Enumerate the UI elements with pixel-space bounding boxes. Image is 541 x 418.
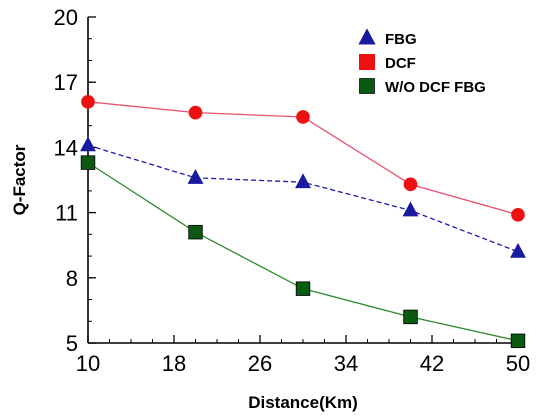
y-tick-label: 11 bbox=[55, 201, 78, 226]
x-tick-label: 42 bbox=[420, 351, 444, 376]
series-0 bbox=[80, 136, 526, 258]
legend-label: FBG bbox=[385, 31, 417, 48]
x-tick-label: 34 bbox=[334, 351, 358, 376]
x-tick-label: 18 bbox=[162, 351, 186, 376]
y-tick-label: 14 bbox=[54, 135, 78, 160]
data-point bbox=[81, 94, 95, 109]
legend-swatch bbox=[359, 54, 375, 70]
data-point bbox=[80, 136, 96, 152]
data-point bbox=[403, 177, 418, 192]
data-point bbox=[510, 242, 526, 258]
legend-label: DCF bbox=[385, 55, 416, 72]
series-layer bbox=[80, 94, 526, 349]
data-point bbox=[511, 207, 525, 222]
legend-item: DCF bbox=[359, 54, 416, 72]
legend-item: FBG bbox=[358, 28, 417, 48]
y-axis-title: Q-Factor bbox=[10, 144, 29, 215]
data-point bbox=[403, 309, 418, 325]
data-point bbox=[295, 173, 311, 189]
series-line bbox=[87, 144, 519, 253]
y-tick-label: 5 bbox=[66, 331, 78, 356]
x-tick-label: 26 bbox=[248, 351, 272, 376]
data-point bbox=[188, 224, 203, 240]
legend-swatch bbox=[358, 28, 376, 45]
data-point bbox=[510, 333, 526, 349]
legend: FBG DCF W/O DCF FBG bbox=[358, 28, 486, 96]
y-tick-label: 20 bbox=[54, 5, 78, 30]
data-point bbox=[296, 110, 310, 124]
y-tick-label: 8 bbox=[66, 266, 78, 291]
legend-label: W/O DCF FBG bbox=[385, 79, 486, 96]
x-tick-label: 10 bbox=[76, 351, 100, 376]
legend-swatch bbox=[359, 78, 375, 94]
x-axis-title: Distance(Km) bbox=[248, 393, 358, 412]
data-point bbox=[188, 105, 203, 120]
series-2 bbox=[80, 155, 526, 349]
y-tick-label: 17 bbox=[54, 70, 78, 95]
data-point bbox=[402, 201, 419, 217]
data-point bbox=[187, 168, 204, 184]
x-tick-label: 50 bbox=[506, 351, 530, 376]
series-line bbox=[87, 162, 519, 342]
data-point bbox=[295, 281, 311, 296]
data-point bbox=[80, 155, 96, 170]
legend-item: W/O DCF FBG bbox=[359, 78, 486, 96]
series-1 bbox=[81, 94, 525, 222]
